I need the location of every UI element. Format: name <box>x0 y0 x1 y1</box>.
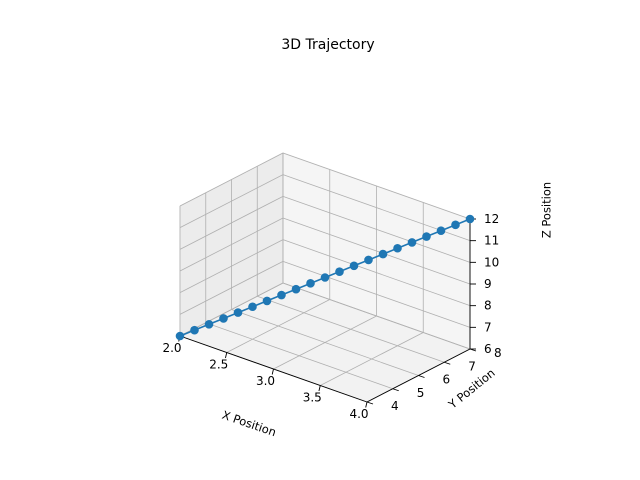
trajectory-point <box>378 249 388 259</box>
z-tick-label: 10 <box>484 255 499 269</box>
trajectory-point <box>219 314 228 323</box>
z-grid-line <box>179 174 284 229</box>
z-tick-label: 6 <box>484 342 492 356</box>
trajectory-point <box>349 261 359 271</box>
y-tick <box>392 388 399 392</box>
y-grid-line <box>257 295 445 363</box>
z-grid-line <box>282 152 471 220</box>
trajectory-point <box>335 267 344 276</box>
x-tick <box>271 368 274 375</box>
x-tick <box>365 401 368 408</box>
trajectory-point <box>262 296 272 306</box>
z-tick-label: 7 <box>484 320 492 334</box>
chart-title: 3D Trajectory <box>281 37 374 53</box>
trajectory-point <box>204 320 214 329</box>
z-grid-line <box>179 152 284 207</box>
trajectory-point <box>436 226 446 235</box>
trajectory-point <box>422 232 431 241</box>
trajectory-point <box>277 290 286 300</box>
z-tick-label: 11 <box>484 234 499 248</box>
y-tick <box>366 401 374 405</box>
z-grid-line <box>282 239 471 307</box>
z-tick-label: 8 <box>484 299 492 313</box>
y-tick-label: 7 <box>468 359 476 373</box>
z-grid-line <box>179 217 284 272</box>
y-grid-line <box>231 309 419 376</box>
trajectory-point <box>291 284 301 294</box>
y-tick-label: 6 <box>443 373 451 387</box>
x-tick-label: 4.0 <box>349 407 368 421</box>
x-tick <box>318 385 321 392</box>
z-grid-line <box>282 195 471 263</box>
y-tick-label: 8 <box>494 346 502 360</box>
trajectory-point <box>190 325 199 335</box>
z-axis-label: Z Position <box>540 182 554 238</box>
trajectory-point <box>248 302 257 312</box>
x-tick-label: 2.0 <box>162 341 181 355</box>
trajectory-point <box>393 243 402 253</box>
series-trajectory <box>175 214 475 341</box>
z-grid-line <box>179 195 284 250</box>
y-tick-label: 4 <box>391 399 399 413</box>
trajectory-point <box>175 331 185 341</box>
trajectory-point <box>320 273 330 282</box>
y-grid-line <box>205 322 393 390</box>
trajectory-point <box>407 238 417 247</box>
trajectory-point <box>306 279 315 288</box>
trajectory-point <box>465 214 475 224</box>
y-tick <box>418 375 425 378</box>
x-tick <box>225 352 228 359</box>
y-tick <box>444 361 451 365</box>
y-tick-label: 5 <box>417 386 425 400</box>
x-tick-label: 2.5 <box>209 358 228 372</box>
z-grid-line <box>179 260 284 315</box>
trajectory-point <box>451 220 460 230</box>
z-grid-line <box>282 282 471 350</box>
z-grid-line <box>179 239 284 294</box>
z-grid-line <box>282 217 471 285</box>
trajectory-point <box>233 308 243 317</box>
x-tick-label: 3.0 <box>256 374 275 388</box>
z-tick-label: 12 <box>484 212 499 226</box>
x-axis-label: X Position <box>220 408 278 440</box>
trajectory-point <box>364 255 373 265</box>
z-tick-label: 9 <box>484 277 492 291</box>
z-grid-line <box>282 260 471 328</box>
x-tick-label: 3.5 <box>303 391 322 405</box>
